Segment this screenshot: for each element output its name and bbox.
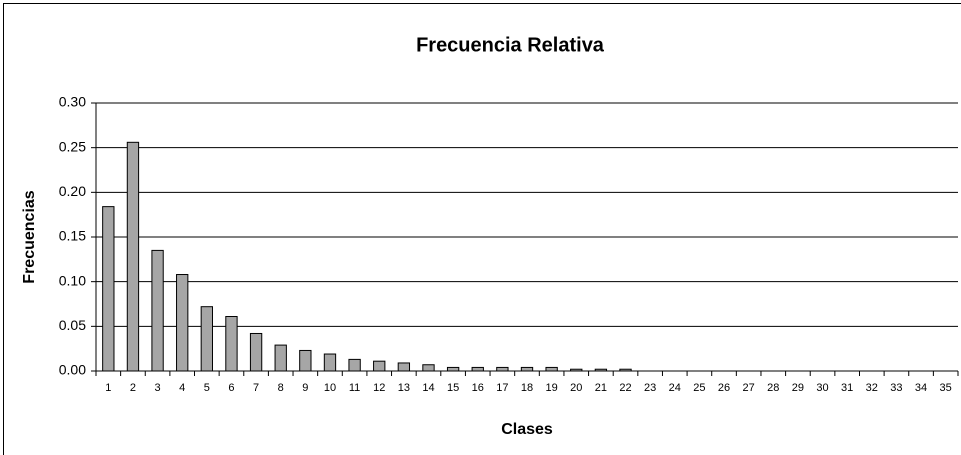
x-tick-label: 1	[105, 382, 111, 394]
x-tick-label: 25	[693, 382, 705, 394]
x-tick-label: 17	[496, 382, 508, 394]
bar	[225, 316, 238, 372]
x-tick-label: 34	[915, 382, 927, 394]
x-tick-label: 28	[767, 382, 779, 394]
y-tick-label: 0.25	[59, 138, 86, 154]
x-tick-label: 33	[890, 382, 902, 394]
y-axis-label: Frecuencias	[21, 190, 38, 283]
bar	[176, 274, 189, 372]
y-tick-label: 0.15	[59, 228, 86, 244]
x-tick-label: 10	[324, 382, 336, 394]
x-tick-label: 15	[447, 382, 459, 394]
x-tick-label: 12	[373, 382, 385, 394]
bar	[373, 360, 386, 372]
x-tick-label: 23	[644, 382, 656, 394]
bar	[545, 366, 558, 372]
bar	[200, 306, 213, 372]
x-tick-label: 14	[422, 382, 434, 394]
x-tick-label: 4	[179, 382, 185, 394]
bar	[299, 349, 312, 372]
x-tick-label: 13	[398, 382, 410, 394]
bar	[422, 364, 435, 372]
y-tick-label: 0.20	[59, 183, 86, 199]
x-tick-label: 21	[595, 382, 607, 394]
x-tick-label: 11	[349, 382, 360, 394]
x-tick-label: 5	[204, 382, 210, 394]
x-tick-label: 32	[866, 382, 878, 394]
chart-title: Frecuencia Relativa	[416, 34, 605, 56]
x-tick-label: 30	[816, 382, 828, 394]
bar	[323, 353, 337, 372]
x-tick-label: 2	[130, 382, 136, 394]
x-tick-label: 8	[278, 382, 284, 394]
bar	[520, 366, 534, 372]
bar	[274, 344, 287, 372]
y-tick-label: 0.10	[59, 272, 86, 288]
y-tick-label: 0.00	[59, 362, 86, 378]
x-tick-label: 20	[570, 382, 582, 394]
bar	[446, 366, 460, 372]
x-tick-label: 18	[521, 382, 533, 394]
x-tick-label: 31	[841, 382, 853, 394]
chart-border	[3, 3, 961, 455]
x-axis-label: Clases	[501, 421, 553, 438]
x-tick-label: 3	[155, 382, 161, 394]
bar	[397, 362, 411, 372]
y-tick-label: 0.05	[59, 317, 86, 333]
x-tick-label: 24	[669, 382, 681, 394]
bar	[348, 358, 361, 372]
bar	[151, 249, 164, 372]
bar	[249, 332, 263, 372]
x-tick-label: 22	[619, 382, 631, 394]
y-tick-label: 0.30	[59, 94, 86, 110]
x-tick-label: 35	[940, 382, 952, 394]
x-tick-label: 16	[472, 382, 484, 394]
x-tick-label: 7	[253, 382, 259, 394]
bar	[102, 206, 115, 372]
bar	[496, 366, 509, 372]
x-tick-label: 26	[718, 382, 730, 394]
x-tick-label: 6	[228, 382, 234, 394]
bar	[126, 141, 140, 372]
x-tick-label: 29	[792, 382, 804, 394]
x-tick-label: 9	[302, 382, 308, 394]
x-tick-label: 19	[546, 382, 558, 394]
bar	[471, 366, 484, 372]
x-tick-label: 27	[743, 382, 755, 394]
